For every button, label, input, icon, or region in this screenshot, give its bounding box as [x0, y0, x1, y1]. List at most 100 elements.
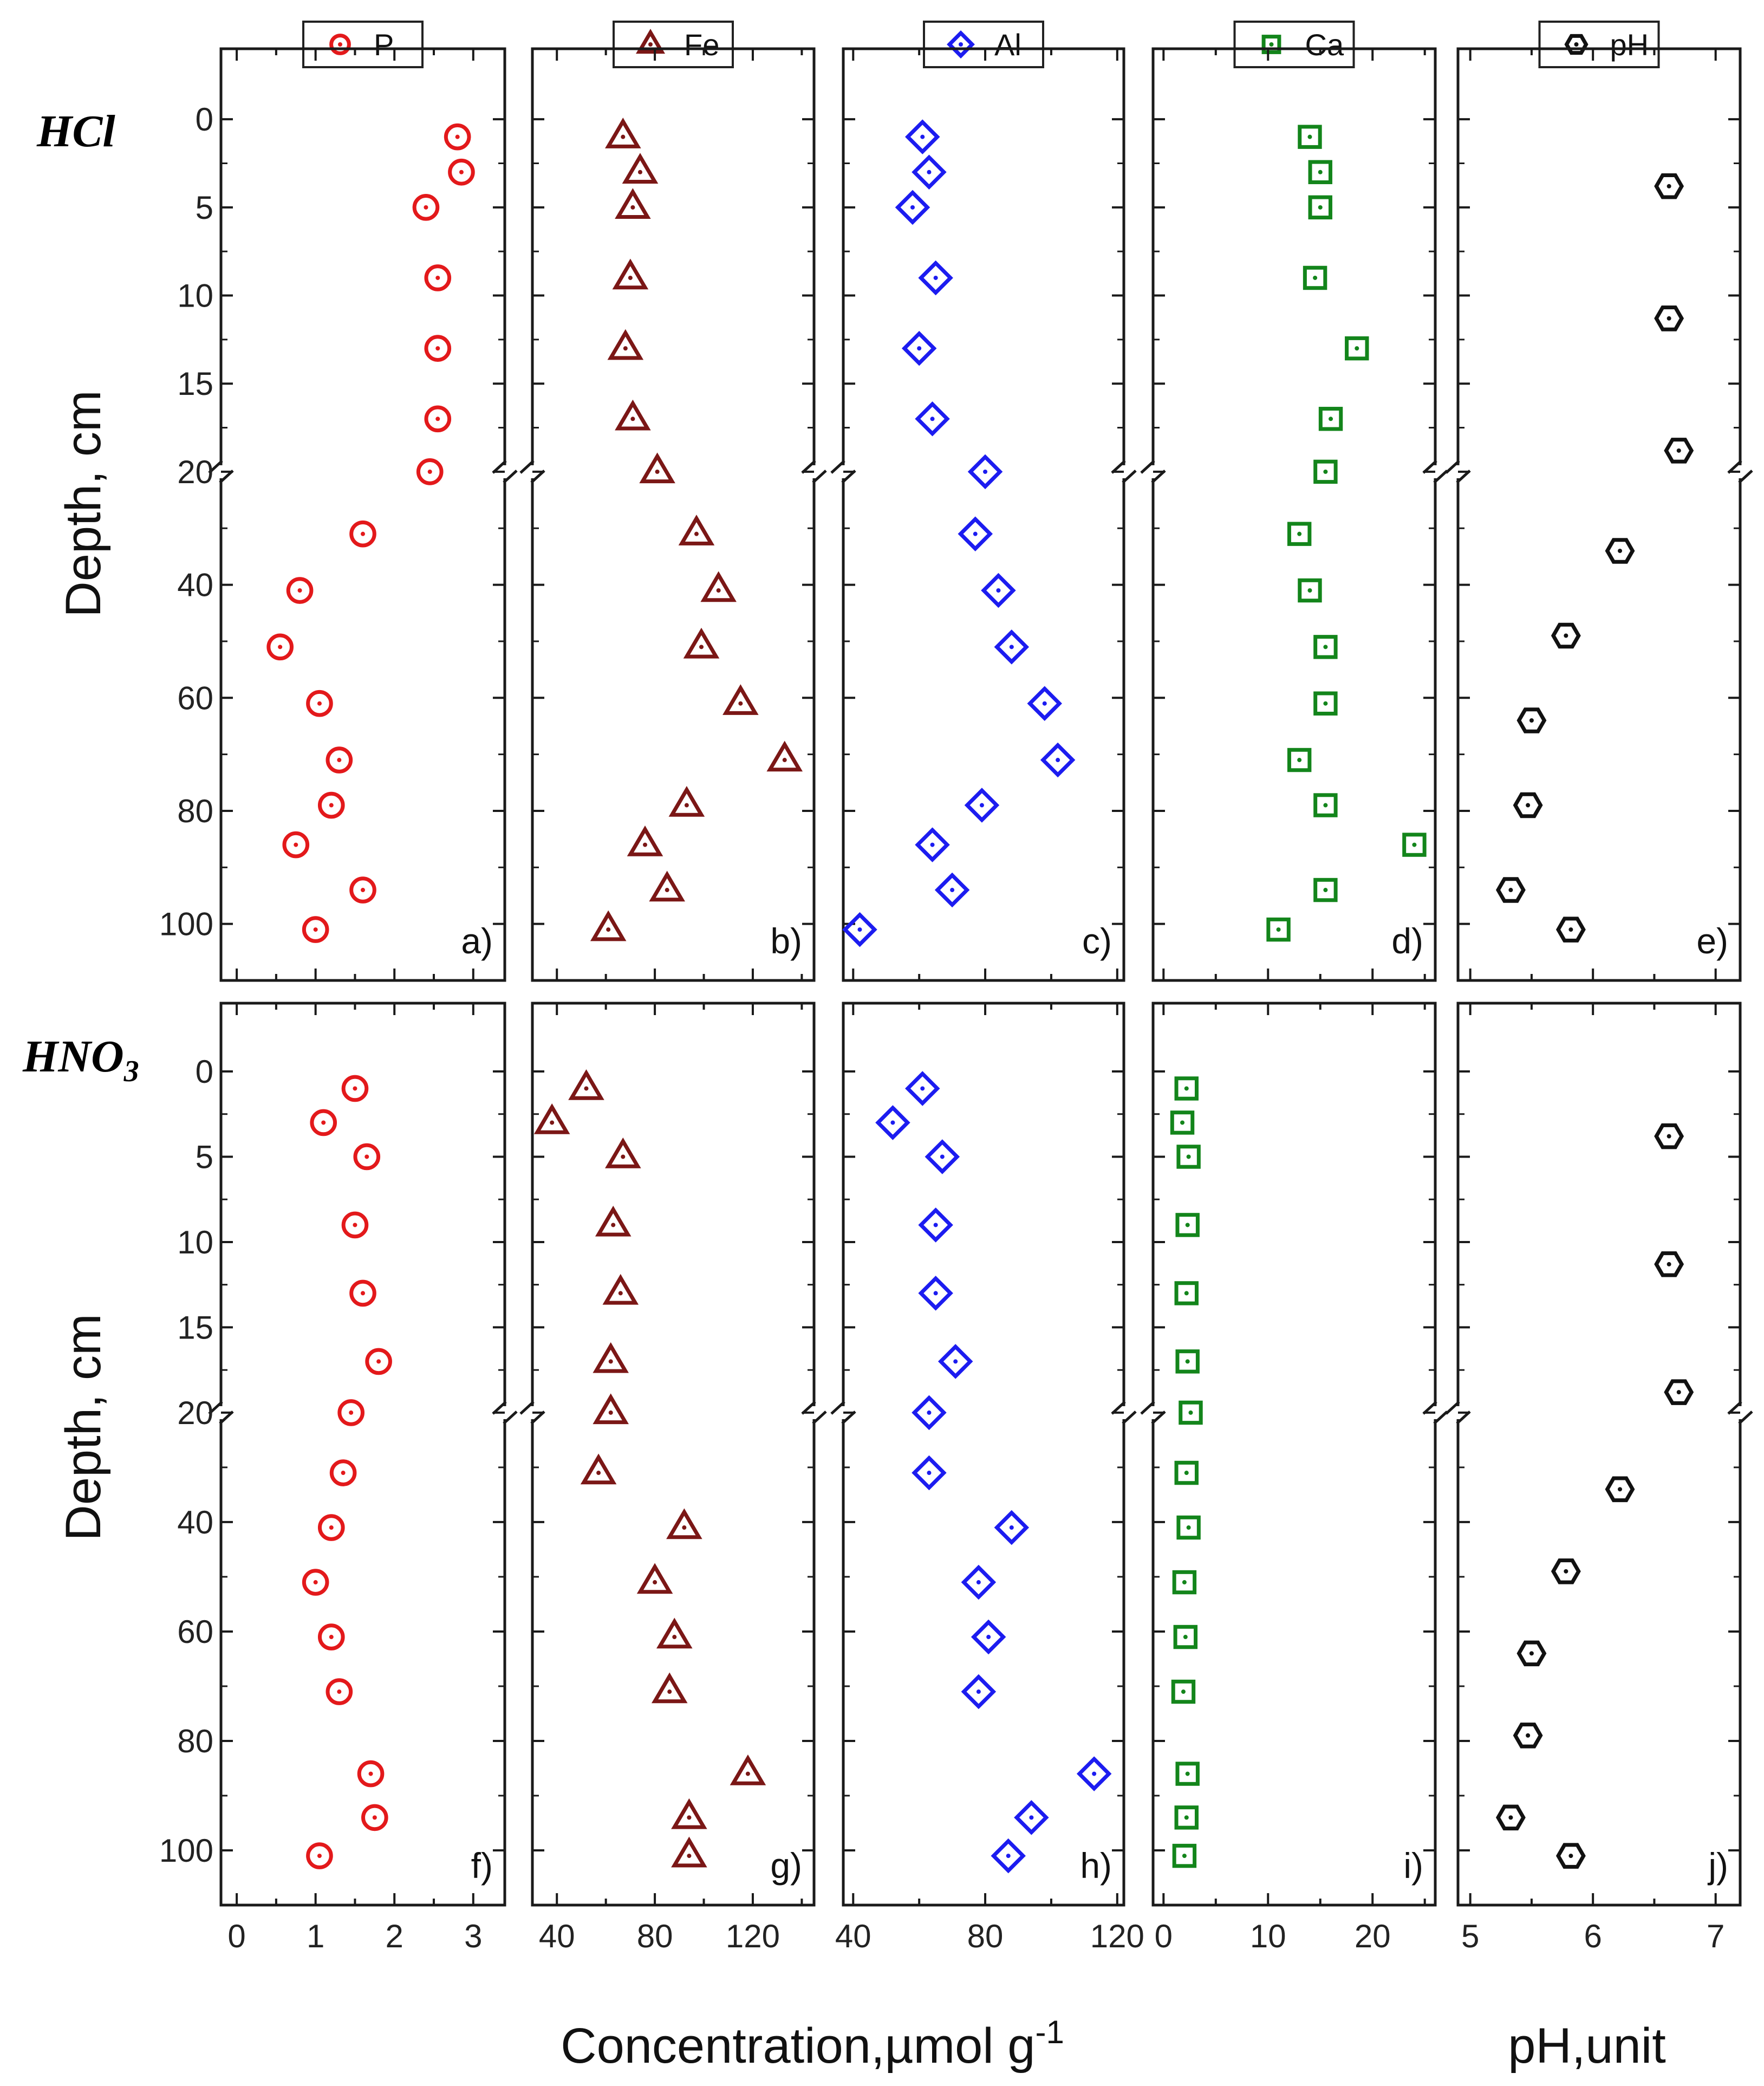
- data-point-al: [981, 573, 1016, 608]
- data-point-ph: [1495, 877, 1526, 903]
- y-tick-label: 5: [196, 190, 213, 226]
- y-tick-label: 100: [159, 906, 213, 943]
- panel-frame: [1151, 1002, 1437, 1907]
- data-point-ca: [1313, 635, 1338, 659]
- y-tick-label: 0: [196, 101, 213, 138]
- axis-break-mark: [1738, 1411, 1753, 1425]
- data-point-ca: [1313, 878, 1338, 902]
- data-point-al: [905, 1071, 940, 1106]
- legend-box: [923, 21, 1044, 68]
- data-point-p: [310, 1109, 337, 1136]
- data-point-ca: [1172, 1570, 1197, 1595]
- data-point-al: [912, 1455, 947, 1491]
- data-point-al: [1076, 1756, 1112, 1791]
- data-point-fe: [639, 452, 675, 484]
- data-point-al: [1040, 742, 1076, 778]
- data-point-ph: [1551, 622, 1581, 649]
- data-point-ca: [1175, 1213, 1200, 1237]
- data-point-p: [286, 577, 314, 604]
- y-tick-label: 100: [159, 1832, 213, 1869]
- x-tick-label: 40: [835, 1918, 871, 1954]
- data-point-al: [971, 1619, 1006, 1655]
- axis-break-mark: [519, 460, 535, 474]
- data-point-fe: [605, 1137, 641, 1168]
- data-point-fe: [533, 1103, 570, 1134]
- axis-break-mark: [1433, 470, 1448, 484]
- axis-break-mark: [208, 460, 223, 474]
- legend-item-p: P: [302, 21, 424, 68]
- ph-axis-label: pH,unit: [1508, 2018, 1666, 2074]
- data-point-ca: [1172, 1843, 1197, 1868]
- data-point-p: [341, 1075, 369, 1102]
- data-point-ca: [1298, 125, 1322, 149]
- data-point-ph: [1664, 1379, 1694, 1405]
- data-point-p: [412, 194, 440, 221]
- data-point-p: [361, 1804, 388, 1831]
- data-point-fe: [730, 1754, 766, 1785]
- y-tick-label: 20: [177, 1395, 213, 1431]
- panel-label-b: b): [770, 921, 802, 961]
- data-point-fe: [605, 118, 641, 148]
- data-point-p: [317, 791, 345, 819]
- data-point-al: [895, 190, 930, 225]
- axis-break-mark: [503, 1411, 518, 1425]
- legend-marker-al-icon: [947, 30, 975, 59]
- y-tick-label: 10: [177, 1224, 213, 1260]
- data-point-ph: [1516, 1640, 1547, 1667]
- legend-label-fe: Fe: [684, 28, 719, 62]
- panel-frame: [219, 1002, 506, 1907]
- data-point-fe: [678, 515, 715, 545]
- axis-break-mark: [812, 1411, 827, 1425]
- panel-i: 0 10 20 i): [1140, 1002, 1448, 1954]
- data-point-al: [961, 1564, 997, 1600]
- data-point-fe: [651, 1672, 688, 1704]
- axis-break-mark: [1122, 1411, 1137, 1425]
- legend-marker-fe-icon: [635, 29, 666, 54]
- data-point-ca: [1175, 1762, 1200, 1786]
- legend-label-ca: Ca: [1305, 28, 1344, 62]
- x-tick-label: 1: [307, 1918, 324, 1954]
- legend-marker-ca-icon: [1261, 35, 1281, 54]
- x-tick-label: 5: [1461, 1918, 1479, 1954]
- legend-box: [613, 21, 734, 68]
- data-point-fe: [766, 740, 803, 772]
- data-point-al: [1014, 1800, 1049, 1835]
- data-point-fe: [671, 1798, 707, 1829]
- legend-label-ph: pH: [1610, 28, 1649, 62]
- data-point-fe: [627, 826, 663, 856]
- data-point-ph: [1654, 1251, 1684, 1277]
- data-point-fe: [649, 870, 685, 902]
- data-point-ph: [1555, 917, 1586, 943]
- data-point-fe: [593, 1342, 629, 1373]
- panel-frame: [219, 47, 506, 982]
- x-tick-label: 80: [637, 1918, 673, 1954]
- data-point-al: [994, 629, 1030, 665]
- data-point-al: [934, 872, 970, 908]
- legend-box: [302, 21, 424, 68]
- y-tick-label: 60: [177, 680, 213, 716]
- data-point-p: [424, 335, 452, 362]
- data-point-ca: [1171, 1679, 1196, 1704]
- panel-frame: [1151, 47, 1437, 982]
- axis-break-mark: [519, 1401, 535, 1415]
- panel-label-j: j): [1707, 1845, 1728, 1886]
- data-point-p: [329, 1459, 357, 1486]
- data-point-ca: [1287, 748, 1312, 772]
- x-tick-label: 6: [1584, 1918, 1602, 1954]
- data-point-fe: [607, 329, 644, 360]
- axis-break-mark: [208, 1401, 223, 1415]
- data-point-ph: [1605, 1476, 1635, 1503]
- data-point-ca: [1402, 833, 1427, 857]
- data-point-al: [842, 912, 877, 947]
- y-tick-label: 10: [177, 278, 213, 314]
- data-point-al: [918, 260, 953, 296]
- data-point-p: [357, 1760, 385, 1788]
- data-point-p: [266, 633, 294, 661]
- data-point-fe: [593, 1393, 629, 1425]
- panel-frame: [1456, 47, 1742, 982]
- data-point-al: [915, 401, 950, 437]
- data-point-ca: [1174, 1805, 1199, 1830]
- y-tick-label: 40: [177, 1504, 213, 1541]
- data-point-fe: [580, 1453, 617, 1485]
